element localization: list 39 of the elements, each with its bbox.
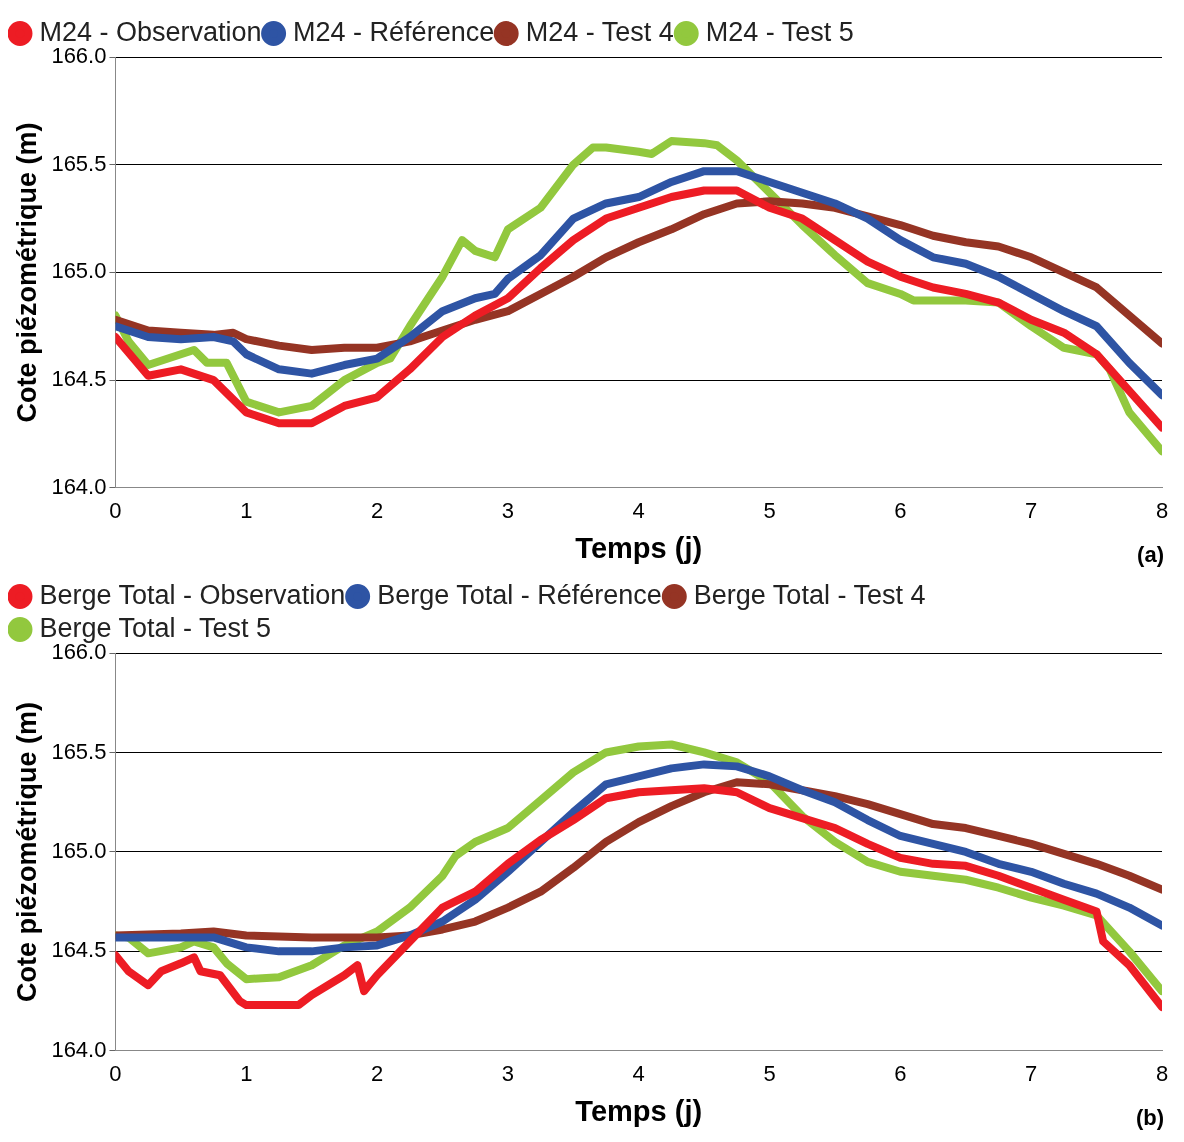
- x-axis-title: Temps (j): [575, 531, 703, 564]
- y-tick-label: 164.0: [51, 473, 107, 499]
- y-tick-label: 164.5: [51, 937, 107, 963]
- legend-label: Berge Total - Test 4: [693, 579, 926, 610]
- x-tick-label: 8: [1155, 498, 1169, 524]
- x-tick-label: 4: [632, 498, 645, 524]
- x-tick-label: 6: [894, 498, 907, 524]
- y-tick-label: 165.0: [51, 837, 107, 863]
- x-tick-label: 2: [370, 498, 384, 524]
- text: (a): [1137, 542, 1164, 568]
- x-tick-label: 3: [501, 498, 515, 524]
- x-tick-label: 2: [370, 1061, 384, 1087]
- y-tick-label: 165.5: [51, 738, 107, 764]
- x-tick-label: 1: [240, 1061, 253, 1087]
- legend-label: M24 - Référence: [293, 16, 495, 47]
- x-tick-label: 5: [763, 498, 776, 524]
- legend-label: M24 - Test 4: [525, 16, 674, 47]
- y-tick-label: 164.5: [51, 366, 107, 392]
- y-axis-title: Cote piézométrique (m): [11, 701, 42, 1002]
- legend-label: M24 - Test 5: [705, 16, 854, 47]
- legend-label: Berge Total - Test 5: [39, 612, 272, 643]
- y-tick-label: 164.0: [51, 1036, 107, 1062]
- x-tick-label: 0: [109, 1061, 122, 1087]
- x-tick-label: 3: [501, 1061, 515, 1087]
- y-tick-label: 165.5: [51, 150, 107, 176]
- x-tick-label: 8: [1155, 1061, 1169, 1087]
- x-tick-label: 0: [109, 498, 122, 524]
- x-tick-label: 6: [894, 1061, 907, 1087]
- x-tick-label: 1: [240, 498, 253, 524]
- y-axis-title: Cote piézométrique (m): [11, 122, 42, 423]
- x-tick-label: 7: [1025, 1061, 1038, 1087]
- x-tick-label: 7: [1025, 498, 1038, 524]
- x-tick-label: 5: [763, 1061, 776, 1087]
- legend-label: Berge Total - Observation: [39, 579, 346, 610]
- y-tick-label: 165.0: [51, 258, 107, 284]
- x-tick-label: 4: [632, 1061, 645, 1087]
- legend-label: Berge Total - Référence: [377, 579, 662, 610]
- text: (b): [1135, 1105, 1164, 1131]
- x-axis-title: Temps (j): [575, 1094, 703, 1127]
